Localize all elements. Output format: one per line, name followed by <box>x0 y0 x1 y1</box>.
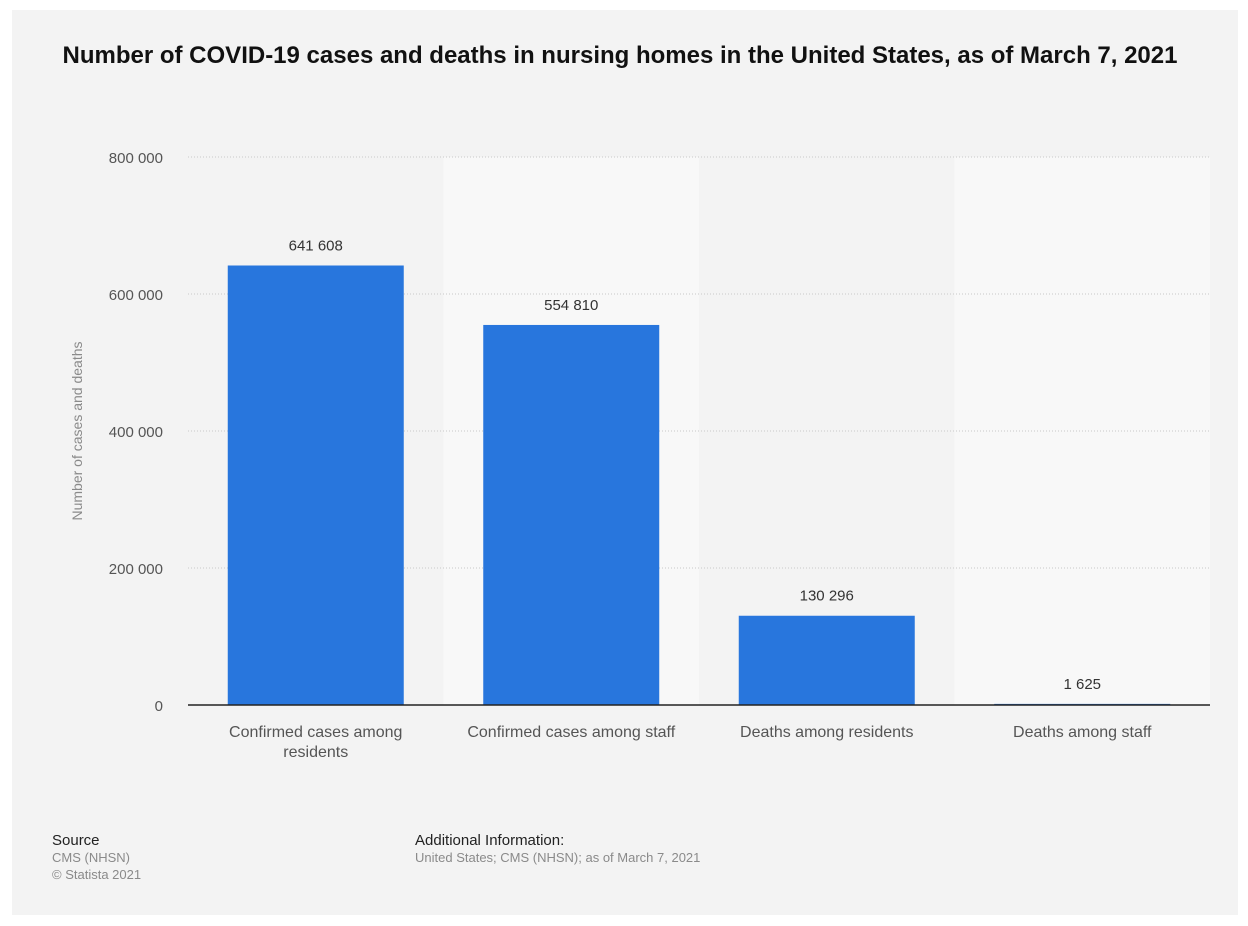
source-block: Source CMS (NHSN) © Statista 2021 <box>52 832 141 883</box>
x-tick-label: Deaths among staff <box>1013 724 1152 741</box>
x-axis-labels: Confirmed cases among residents Confirmed … <box>229 724 1152 761</box>
value-label: 130 296 <box>800 588 854 605</box>
bar <box>738 615 915 705</box>
additional-info-heading: Additional Information: <box>415 832 565 849</box>
value-label: 554 810 <box>544 297 598 314</box>
additional-info-text: United States; CMS (NHSN); as of March 7… <box>415 850 701 865</box>
y-tick-label: 0 <box>155 698 163 715</box>
y-tick-label: 400 000 <box>109 424 163 441</box>
chart-title: Number of COVID-19 cases and deaths in n… <box>62 42 1178 69</box>
x-tick-label: Deaths among residents <box>740 724 913 741</box>
gridlines <box>188 156 1210 569</box>
value-label: 641 608 <box>289 237 343 254</box>
additional-info-block: Additional Information: United States; C… <box>415 832 700 866</box>
copyright-line: © Statista 2021 <box>52 867 142 882</box>
x-tick-label: Confirmed cases among staff <box>467 724 675 741</box>
y-axis-label: Number of cases and deaths <box>69 342 85 521</box>
source-heading: Source <box>52 832 100 849</box>
source-line[interactable]: CMS (NHSN) <box>52 850 130 865</box>
value-label: 1 625 <box>1063 676 1101 693</box>
y-tick-label: 800 000 <box>109 150 163 167</box>
y-tick-label: 200 000 <box>109 561 163 578</box>
y-tick-label: 600 000 <box>109 287 163 304</box>
bar <box>483 324 660 705</box>
y-axis-ticks: 0 200 000 400 000 600 000 800 000 <box>109 150 163 715</box>
x-tick-label: Confirmed cases among residents <box>229 724 402 761</box>
bars <box>227 265 1171 705</box>
bar <box>227 265 404 705</box>
value-labels: 641 608 554 810 130 296 1 625 <box>289 237 1101 692</box>
